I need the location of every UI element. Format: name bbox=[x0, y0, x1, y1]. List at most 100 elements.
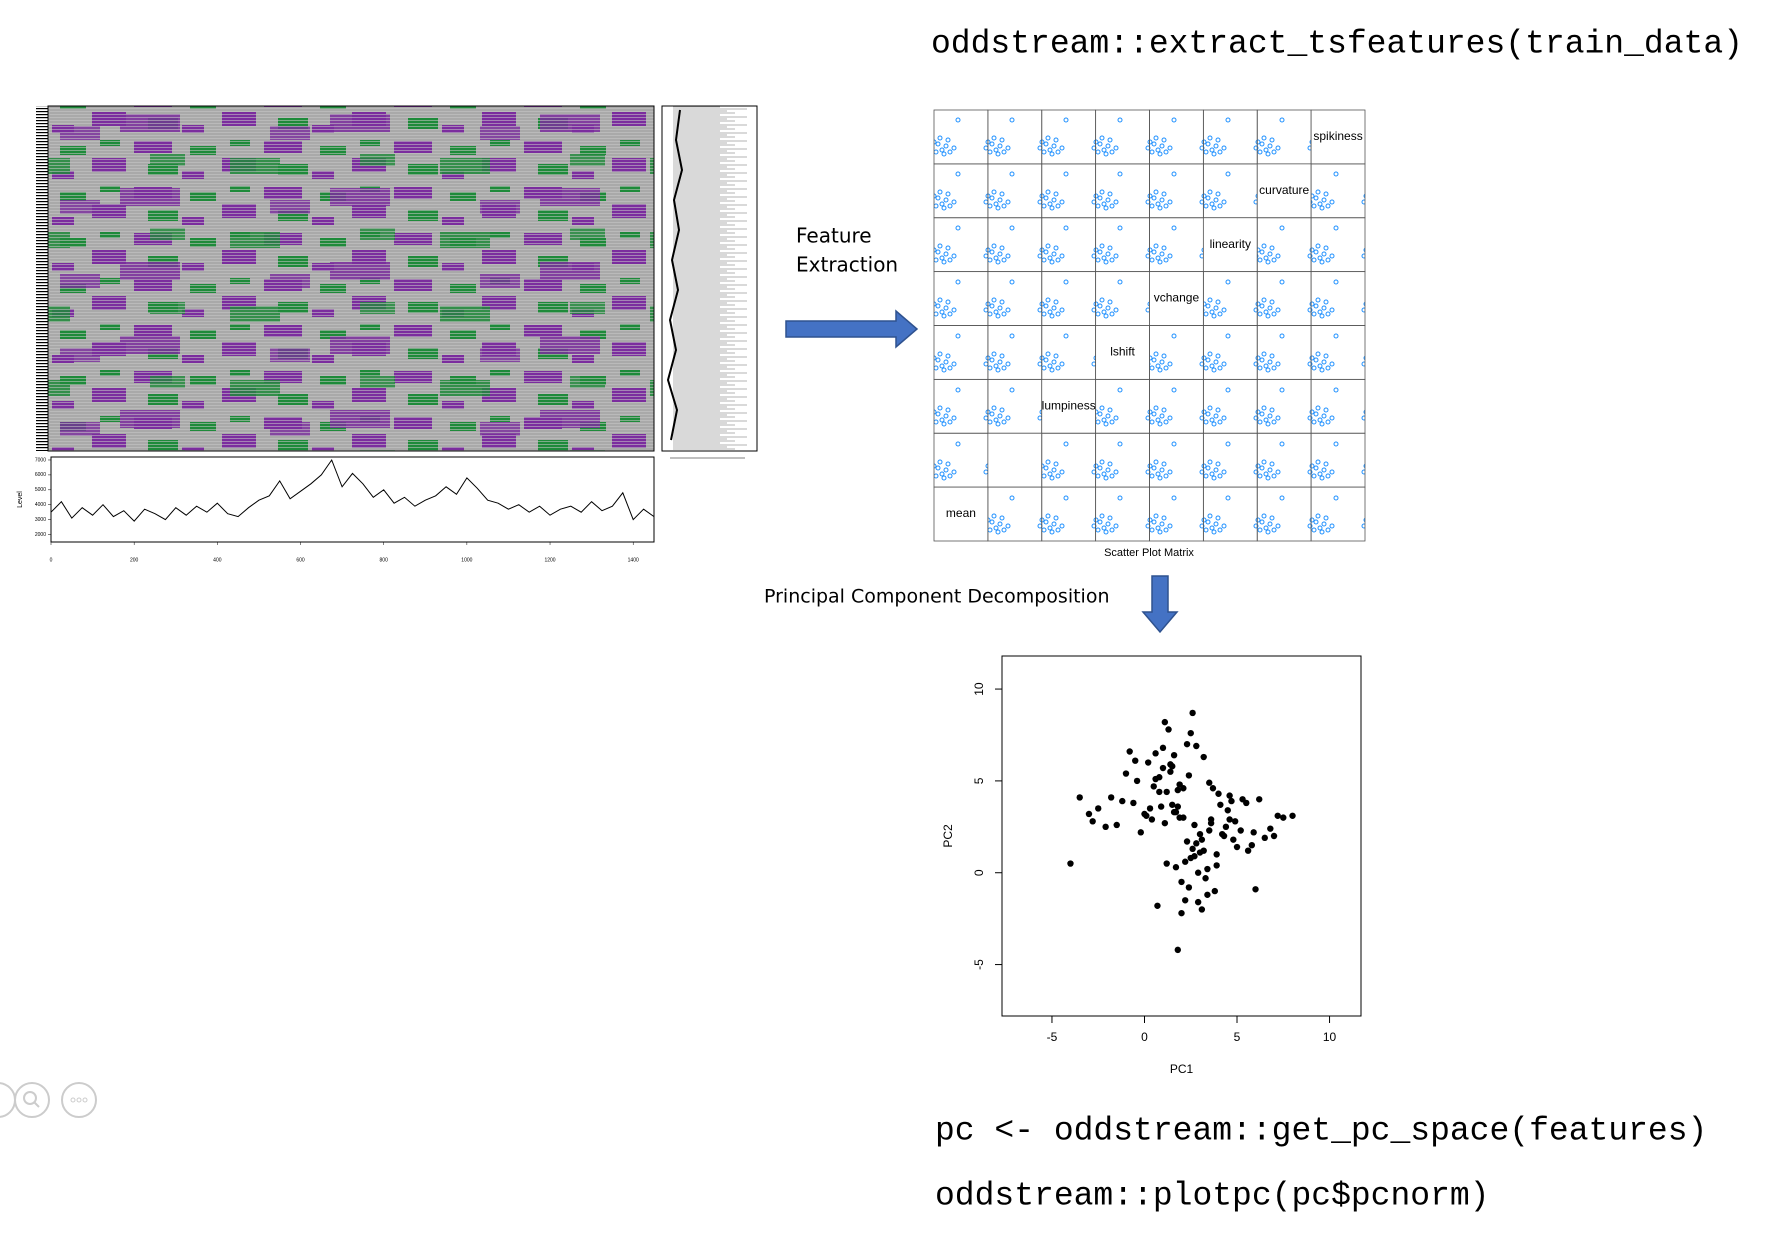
point bbox=[1204, 891, 1211, 898]
matrix-panel bbox=[1310, 325, 1366, 380]
point bbox=[1189, 709, 1196, 717]
point bbox=[1233, 843, 1241, 851]
point bbox=[1213, 851, 1220, 858]
matrix-panel bbox=[987, 486, 1043, 542]
point bbox=[1170, 751, 1178, 759]
matrix-panel bbox=[933, 325, 989, 380]
point bbox=[1150, 783, 1157, 790]
point bbox=[1187, 854, 1194, 862]
matrix-panel bbox=[1256, 109, 1312, 165]
matrix-panel bbox=[1149, 325, 1204, 380]
y-tick-label: 6000 bbox=[35, 472, 46, 478]
point bbox=[1256, 796, 1263, 803]
point bbox=[1148, 816, 1156, 823]
matrix-panel bbox=[1095, 271, 1150, 326]
point bbox=[1193, 742, 1200, 750]
point bbox=[1194, 869, 1202, 876]
matrix-variable: lumpiness bbox=[1042, 398, 1096, 412]
y-tick-label: 3000 bbox=[35, 517, 46, 523]
point bbox=[1095, 805, 1102, 812]
matrix-panel bbox=[1202, 163, 1258, 219]
matrix-panel bbox=[1310, 486, 1366, 542]
matrix-panel bbox=[1202, 378, 1258, 434]
point bbox=[1089, 818, 1096, 825]
x-tick-label: 600 bbox=[296, 557, 305, 563]
point bbox=[1270, 832, 1278, 840]
x-tick-label: -5 bbox=[1047, 1030, 1058, 1044]
matrix-panel bbox=[933, 432, 989, 488]
matrix-panel bbox=[1095, 486, 1150, 542]
point bbox=[1126, 748, 1133, 755]
matrix-panel bbox=[1202, 271, 1258, 326]
point bbox=[1174, 786, 1181, 794]
point bbox=[1198, 836, 1206, 843]
x-tick-label: 1400 bbox=[628, 557, 639, 563]
point bbox=[1159, 764, 1167, 772]
matrix-diagonal bbox=[1149, 271, 1204, 326]
x-tick-label: 1000 bbox=[461, 557, 472, 563]
matrix-panel bbox=[1041, 163, 1097, 219]
point bbox=[1169, 801, 1176, 808]
point bbox=[1206, 779, 1213, 786]
matrix-panel bbox=[1310, 217, 1366, 273]
point bbox=[1122, 770, 1130, 777]
y-tick-label: 0 bbox=[972, 869, 986, 876]
point bbox=[1204, 865, 1211, 873]
matrix-panel bbox=[1202, 109, 1258, 165]
point bbox=[1165, 726, 1172, 733]
point bbox=[1182, 858, 1189, 865]
point bbox=[1202, 875, 1209, 882]
viewer-controls[interactable] bbox=[0, 1082, 97, 1118]
y-tick-label: 4000 bbox=[35, 502, 46, 508]
point bbox=[1137, 829, 1144, 836]
step-label: Principal Component Decomposition bbox=[764, 586, 1110, 608]
matrix-panel bbox=[1256, 325, 1312, 380]
point bbox=[1209, 785, 1217, 792]
y-tick-label: 5000 bbox=[35, 487, 46, 493]
point bbox=[1102, 823, 1109, 831]
point bbox=[1185, 884, 1193, 891]
matrix-panel bbox=[1310, 163, 1366, 219]
point bbox=[1187, 729, 1194, 737]
y-axis-label: PC2 bbox=[941, 824, 955, 848]
point bbox=[1183, 838, 1191, 845]
point bbox=[1107, 794, 1115, 801]
point bbox=[1174, 803, 1181, 810]
point bbox=[1141, 810, 1148, 818]
point bbox=[1193, 840, 1200, 847]
point bbox=[1230, 836, 1237, 843]
heatmap-frame bbox=[47, 105, 655, 452]
point bbox=[1200, 753, 1207, 761]
step-label: Extraction bbox=[796, 253, 898, 277]
point bbox=[1215, 790, 1222, 797]
row-ticks bbox=[36, 106, 48, 451]
code-line: oddstream::extract_tsfeatures(train_data… bbox=[931, 26, 1743, 63]
matrix-variable: mean bbox=[946, 506, 976, 520]
matrix-panel bbox=[1149, 432, 1204, 488]
y-tick-label: 5 bbox=[972, 777, 986, 784]
matrix-panel bbox=[1095, 163, 1150, 219]
plot-frame bbox=[1001, 655, 1362, 1017]
matrix-panel bbox=[1310, 378, 1366, 434]
matrix-panel bbox=[933, 378, 989, 434]
matrix-panel bbox=[1041, 217, 1097, 273]
point bbox=[1152, 750, 1159, 757]
matrix-diagonal bbox=[1202, 217, 1258, 273]
point bbox=[1163, 788, 1170, 796]
matrix-panel bbox=[987, 163, 1043, 219]
point bbox=[1219, 830, 1226, 838]
matrix-variable: linearity bbox=[1210, 237, 1251, 251]
point bbox=[1189, 845, 1196, 853]
pc-chart: -5 0 5 10 -5 0 5 10 PC1 PC2 bbox=[941, 655, 1362, 1076]
point bbox=[1211, 887, 1219, 895]
point bbox=[1132, 757, 1139, 764]
point bbox=[1261, 834, 1268, 842]
point bbox=[1226, 792, 1233, 799]
point bbox=[1198, 906, 1206, 913]
point bbox=[1178, 909, 1185, 917]
matrix-panel bbox=[987, 325, 1043, 380]
matrix-panel bbox=[1095, 109, 1150, 165]
point bbox=[1163, 860, 1170, 867]
point bbox=[1226, 816, 1233, 823]
